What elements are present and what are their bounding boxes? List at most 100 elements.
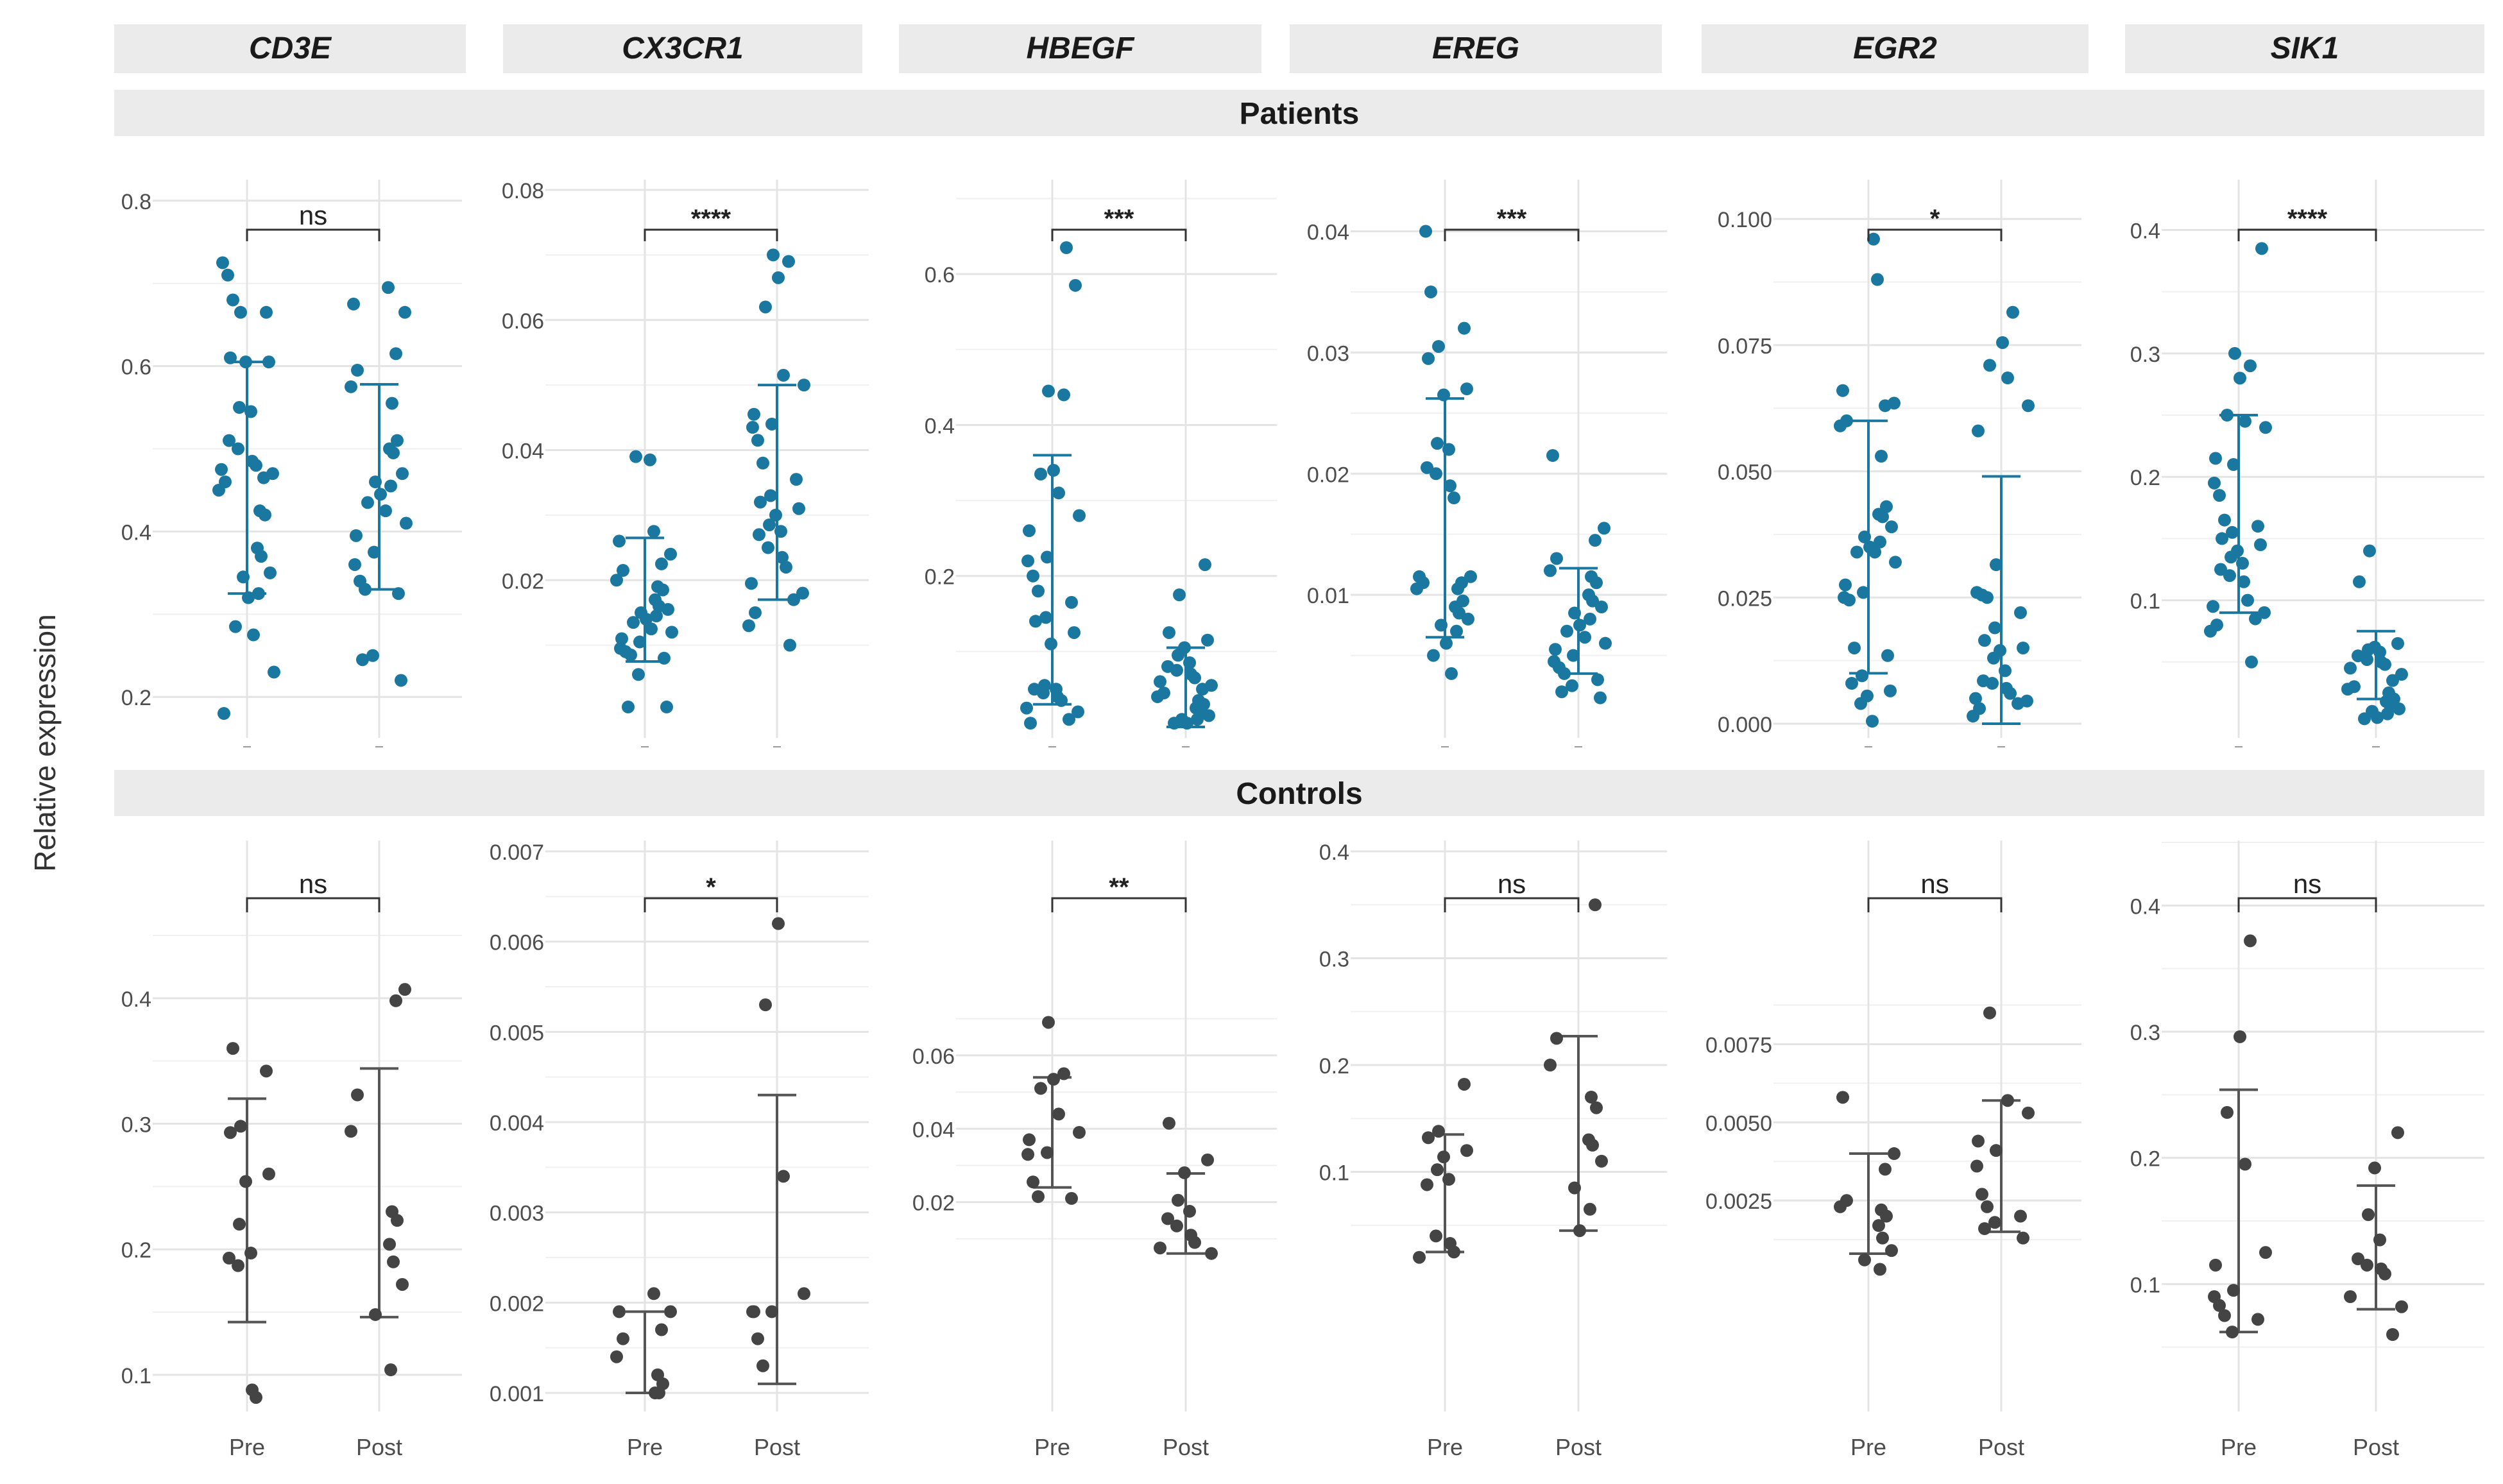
y-tick-label: 0.1 xyxy=(1319,1161,1349,1186)
panel-controls-egr2: 0.0025 0.0050 0.0075 Pre Post ns xyxy=(1705,840,2081,1460)
data-point xyxy=(386,397,398,410)
data-point xyxy=(1052,486,1065,500)
data-point xyxy=(1432,1125,1445,1138)
significance-bracket xyxy=(1444,228,1580,241)
data-point xyxy=(647,1287,660,1301)
data-point xyxy=(1170,1219,1183,1232)
data-point xyxy=(260,1064,273,1078)
data-point xyxy=(2393,702,2405,715)
data-point xyxy=(1440,636,1453,650)
data-point xyxy=(398,305,411,319)
significance-label: ns xyxy=(1498,869,1526,899)
panel-patients-hbegf: 0.2 0.4 0.6 *** xyxy=(925,180,1277,747)
data-point xyxy=(374,488,387,501)
y-tick-label: 0.1 xyxy=(2130,1273,2160,1297)
data-point xyxy=(1161,1212,1174,1225)
data-point xyxy=(664,1305,677,1318)
data-point xyxy=(1181,717,1193,730)
data-point xyxy=(226,1042,239,1055)
y-tick-label: 0.3 xyxy=(2130,343,2160,367)
data-point xyxy=(1464,570,1477,583)
gene-strip xyxy=(1290,24,1662,73)
y-tick-label: 0.005 xyxy=(490,1021,544,1045)
data-point xyxy=(2251,520,2264,533)
data-point xyxy=(1858,1253,1871,1267)
data-point xyxy=(368,545,380,559)
data-point xyxy=(1032,584,1045,598)
data-point xyxy=(1589,534,1602,547)
data-point xyxy=(656,583,669,597)
data-point xyxy=(2227,458,2240,471)
data-point xyxy=(1850,545,1863,559)
significance-bracket xyxy=(2237,897,2377,912)
data-point xyxy=(742,619,755,633)
data-point xyxy=(387,446,400,459)
data-point xyxy=(242,591,255,604)
data-point xyxy=(1874,1263,1886,1276)
significance-bracket xyxy=(1051,228,1187,241)
data-point xyxy=(2258,606,2271,619)
data-point xyxy=(2386,674,2399,687)
data-point xyxy=(218,707,230,720)
x-tick-label: Post xyxy=(1555,1434,1602,1460)
data-point xyxy=(1983,359,1996,372)
panel-patients-cx3cr1: 0.02 0.04 0.06 0.08 **** xyxy=(502,179,869,747)
data-point xyxy=(1173,588,1186,602)
y-tick-label: 0.0050 xyxy=(1705,1111,1772,1136)
data-point xyxy=(223,1251,235,1265)
gene-label: EREG xyxy=(1432,31,1519,65)
data-point xyxy=(1451,582,1464,595)
data-point xyxy=(250,459,262,472)
y-tick-label: 0.003 xyxy=(490,1202,544,1226)
data-point xyxy=(2362,643,2375,656)
data-point xyxy=(653,1386,665,1399)
data-point xyxy=(1578,631,1591,644)
y-tick-label: 0.007 xyxy=(490,840,544,865)
gene-label: HBEGF xyxy=(1027,31,1136,65)
data-point xyxy=(655,1323,668,1336)
data-point xyxy=(660,700,673,713)
panels: 0.20.40.60.8 ns0.020.040.060.08****0.20.4… xyxy=(121,179,2484,1460)
panel-patients-sik1: 0.1 0.2 0.3 0.4 **** xyxy=(2130,180,2484,747)
data-point xyxy=(767,248,780,262)
data-point xyxy=(2251,1313,2264,1326)
data-point xyxy=(1990,1144,2003,1157)
data-point xyxy=(1848,641,1861,654)
data-point xyxy=(1183,1204,1196,1218)
data-point xyxy=(350,529,363,542)
data-point xyxy=(647,525,660,538)
data-point xyxy=(1599,636,1612,650)
data-point xyxy=(244,1247,257,1260)
data-point xyxy=(624,648,637,661)
data-point xyxy=(763,518,776,532)
data-point xyxy=(237,570,250,584)
data-point xyxy=(776,550,789,564)
data-point xyxy=(1568,606,1581,620)
data-point xyxy=(1073,1126,1086,1139)
data-point xyxy=(2014,1209,2027,1223)
data-point xyxy=(792,502,805,515)
data-point xyxy=(2218,513,2231,527)
data-point xyxy=(1422,352,1435,365)
data-point xyxy=(1154,675,1166,688)
data-point xyxy=(790,473,803,486)
data-point xyxy=(1170,663,1183,677)
x-tick-label: Pre xyxy=(1427,1434,1463,1460)
data-point xyxy=(1586,1138,1599,1152)
data-point xyxy=(1876,1231,1889,1245)
significance-bracket xyxy=(1051,897,1187,912)
data-point xyxy=(1584,1202,1596,1216)
y-tick-label: 0.2 xyxy=(925,565,955,590)
data-point xyxy=(1544,564,1557,577)
data-point xyxy=(1871,273,1884,286)
data-point xyxy=(1549,643,1562,656)
data-point xyxy=(1183,656,1196,670)
data-point xyxy=(1866,715,1879,728)
data-point xyxy=(2361,652,2373,666)
data-point xyxy=(1584,612,1596,626)
data-point xyxy=(1586,594,1599,608)
significance-label: ** xyxy=(1109,873,1129,901)
gene-strip xyxy=(899,24,1261,73)
y-tick-label: 0.3 xyxy=(1319,948,1349,972)
data-point xyxy=(1885,520,1898,534)
